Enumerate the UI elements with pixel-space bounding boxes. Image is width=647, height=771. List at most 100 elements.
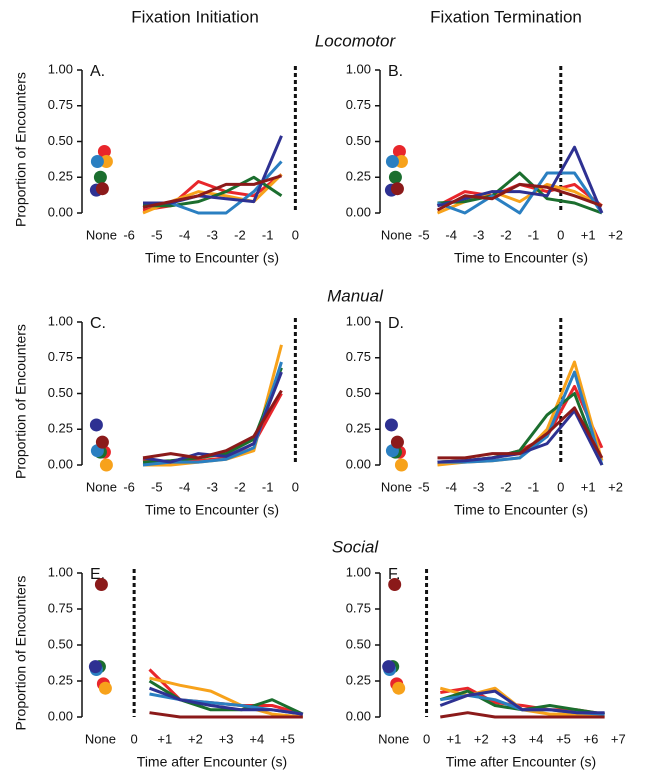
x-tick-label: +2 [188, 731, 203, 746]
x-tick-label: -1 [528, 227, 540, 242]
x-tick-label: None [86, 227, 117, 242]
series-line [439, 689, 605, 715]
none-dot [390, 182, 404, 196]
none-dot [94, 578, 108, 592]
series-line [142, 174, 282, 209]
none-dot [90, 155, 104, 169]
none-dot [88, 660, 102, 674]
x-tick-label: None [381, 227, 412, 242]
x-tick-label: +1 [157, 731, 172, 746]
x-tick-label: 0 [292, 227, 299, 242]
x-tick-label: -5 [418, 479, 430, 494]
x-tick-label: +3 [219, 731, 234, 746]
x-tick-label: 0 [557, 479, 564, 494]
section-title: Locomotor [315, 31, 397, 50]
panel-label: A. [90, 63, 105, 80]
x-tick-label: +7 [611, 731, 626, 746]
y-tick-label: 1.00 [48, 313, 73, 328]
none-dot [385, 155, 399, 169]
y-tick-label: 0.00 [48, 456, 73, 471]
series-line [436, 182, 603, 212]
y-tick-label: 0.75 [48, 97, 73, 112]
x-tick-label: +5 [280, 731, 295, 746]
section-title: Manual [327, 286, 384, 305]
x-tick-label: -4 [445, 479, 457, 494]
x-tick-label: -6 [123, 479, 135, 494]
series-line [149, 676, 303, 719]
x-axis-label: Time to Encounter (s) [145, 250, 279, 266]
x-tick-label: -4 [179, 479, 191, 494]
y-tick-label: 0.25 [48, 421, 73, 436]
x-tick-label: -3 [473, 479, 485, 494]
y-tick-label: 1.00 [48, 564, 73, 579]
y-tick-label: 0.00 [48, 708, 73, 723]
x-tick-label: +4 [529, 731, 544, 746]
y-tick-label: 0.00 [346, 456, 371, 471]
x-tick-label: -4 [445, 227, 457, 242]
x-axis-label: Time after Encounter (s) [137, 754, 287, 770]
x-tick-label: -5 [151, 479, 163, 494]
series-line [436, 171, 604, 215]
y-tick-label: 0.25 [346, 672, 371, 687]
x-axis-label: Time to Encounter (s) [454, 502, 588, 518]
series-line [440, 711, 605, 719]
y-tick-label: 1.00 [346, 313, 371, 328]
x-tick-label: +2 [474, 731, 489, 746]
panel-label: C. [90, 315, 106, 332]
y-tick-label: 0.50 [48, 385, 73, 400]
none-dot [388, 578, 402, 592]
none-dot [384, 418, 398, 432]
x-tick-label: +6 [583, 731, 598, 746]
x-tick-label: 0 [131, 731, 138, 746]
y-tick-label: 0.50 [346, 385, 371, 400]
y-tick-label: 0.25 [346, 421, 371, 436]
x-tick-label: +1 [581, 479, 596, 494]
series-line [142, 367, 283, 464]
panel-label: B. [388, 63, 403, 80]
x-tick-label: +4 [249, 731, 264, 746]
x-tick-label: +1 [447, 731, 462, 746]
x-axis-label: Time to Encounter (s) [145, 502, 279, 518]
y-tick-label: 1.00 [48, 61, 73, 76]
y-tick-label: 0.00 [48, 204, 73, 219]
x-tick-label: +2 [608, 479, 623, 494]
y-tick-label: 0.50 [346, 636, 371, 651]
none-dot [98, 681, 112, 695]
x-tick-label: -3 [206, 479, 218, 494]
panel-label: D. [388, 315, 404, 332]
none-dot [390, 435, 404, 449]
none-dot [392, 145, 406, 159]
x-tick-label: -1 [262, 479, 274, 494]
x-tick-label: 0 [292, 479, 299, 494]
x-tick-label: -5 [418, 227, 430, 242]
x-tick-label: +2 [608, 227, 623, 242]
series-line [142, 361, 283, 467]
x-tick-label: None [86, 479, 117, 494]
x-tick-label: -3 [473, 227, 485, 242]
y-axis-label: Proportion of Encounters [13, 576, 29, 731]
x-tick-label: +5 [556, 731, 571, 746]
x-tick-label: +3 [501, 731, 516, 746]
x-tick-label: -2 [234, 479, 246, 494]
x-tick-label: -1 [528, 479, 540, 494]
x-tick-label: 0 [557, 227, 564, 242]
series-line [149, 711, 303, 719]
none-dot [97, 145, 111, 159]
none-dot [89, 418, 103, 432]
y-tick-label: 0.00 [346, 204, 371, 219]
none-dot [392, 681, 406, 695]
x-tick-label: -6 [123, 227, 135, 242]
y-tick-label: 0.50 [346, 133, 371, 148]
series-line [437, 171, 603, 215]
column-title: Fixation Termination [430, 7, 582, 26]
x-tick-label: +1 [581, 227, 596, 242]
y-tick-label: 0.50 [48, 636, 73, 651]
x-tick-label: None [85, 731, 116, 746]
none-dot [99, 155, 113, 169]
none-dot [394, 458, 408, 472]
none-dot [95, 182, 109, 196]
y-tick-label: 0.50 [48, 133, 73, 148]
y-tick-label: 0.75 [346, 97, 371, 112]
y-axis-label: Proportion of Encounters [13, 324, 29, 479]
